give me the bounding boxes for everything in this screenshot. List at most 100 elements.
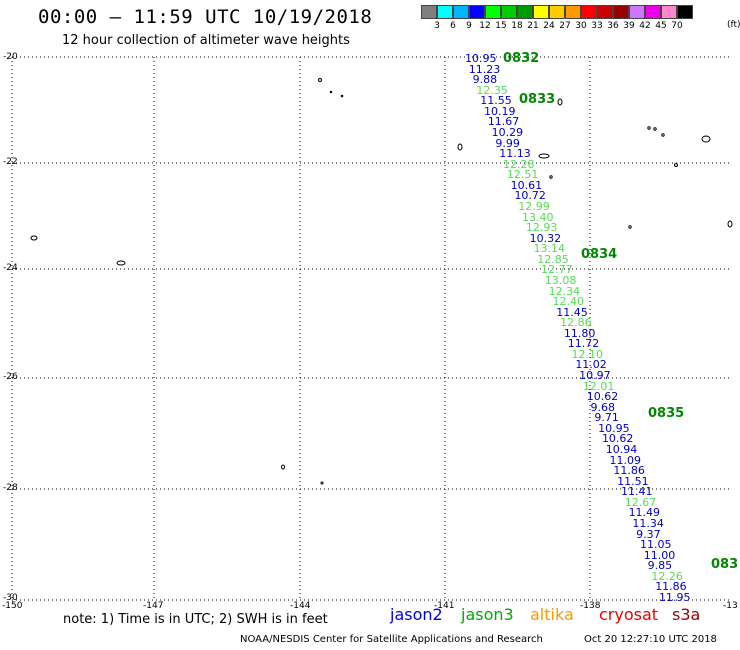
satellite-jason3: jason3 [461, 605, 514, 624]
wave-height-value: 9.85 [647, 559, 673, 573]
wave-height-value: 13.14 [533, 242, 565, 256]
footer-timestamp: Oct 20 12:27:10 UTC 2018 [584, 634, 717, 645]
wave-height-value: 11.02 [575, 358, 607, 372]
wave-height-value: 12.10 [571, 347, 604, 361]
wave-height-value: 13.40 [522, 210, 554, 224]
wave-height-value: 11.34 [632, 517, 664, 531]
wave-height-value: 11.09 [609, 453, 642, 467]
legend-tick: 36 [607, 21, 619, 31]
wave-height-value: 10.62 [601, 432, 634, 446]
satellite-name: cryosat [599, 605, 659, 624]
pass-label: 0833 [519, 92, 556, 107]
legend-tick: 18 [511, 21, 523, 31]
legend-tick: 12 [479, 21, 491, 31]
wave-height-value: 12.86 [560, 316, 592, 330]
legend-ticks: 3 6 9 12 15 18 21 24 27 30 33 36 39 42 45 70 [421, 19, 693, 33]
satellite-name: jason3 [461, 605, 514, 624]
lat-label: -22 [3, 157, 18, 167]
legend-swatch [677, 5, 693, 19]
wave-height-value: 12.40 [552, 295, 584, 309]
footer-credit: NOAA/NESDIS Center for Satellite Applica… [240, 634, 543, 645]
legend-tick: 42 [639, 21, 651, 31]
legend-tick: 45 [655, 21, 667, 31]
wave-height-value: 10.32 [529, 231, 562, 245]
wave-height-value: 12.51 [506, 168, 539, 182]
wave-height-value: 9.88 [472, 73, 498, 87]
legend-swatches [421, 5, 693, 19]
lat-label: -30 [3, 593, 18, 603]
legend-swatch [645, 5, 661, 19]
wave-height-value: 11.00 [643, 548, 676, 562]
wave-height-value: 11.86 [655, 580, 687, 594]
pass-label: 0834 [581, 247, 618, 262]
wave-height-value: 11.55 [480, 94, 512, 108]
page-title: 00:00 – 11:59 UTC 10/19/2018 [38, 6, 373, 28]
wave-height-value: 9.68 [590, 400, 616, 414]
lat-label: -28 [3, 483, 18, 493]
wave-height-value: 11.49 [628, 506, 661, 520]
wave-height-value: 11.51 [617, 474, 649, 488]
legend-tick: 39 [623, 21, 635, 31]
satellite-cryosat: cryosat [599, 605, 658, 624]
wave-height-value: 11.67 [487, 115, 520, 129]
pass-label: 083 [711, 557, 739, 572]
color-legend: 3 6 9 12 15 18 21 24 27 30 33 36 39 42 45 70 (ft) [421, 5, 740, 33]
legend-swatch [533, 5, 549, 19]
legend-tick: 3 [434, 21, 440, 31]
lon-grid [153, 57, 591, 600]
wave-height-value: 11.86 [613, 464, 645, 478]
wave-height-value: 10.95 [598, 421, 630, 435]
legend-tick: 15 [495, 21, 507, 31]
wave-height-value: 12.93 [525, 221, 558, 235]
legend-swatch [597, 5, 613, 19]
wave-height-value: 10.62 [586, 390, 619, 404]
page-subtitle: 12 hour collection of altimeter wave hei… [62, 33, 350, 48]
satellite-name: s3a [672, 605, 701, 624]
wave-height-value: 10.97 [579, 369, 611, 383]
legend-swatch [437, 5, 453, 19]
lon-label: -150 [2, 601, 23, 611]
pass-label: 0832 [503, 51, 540, 66]
legend-swatch [469, 5, 485, 19]
legend-swatch [549, 5, 565, 19]
lat-label: -26 [3, 372, 18, 382]
satellite-s3a: s3a [672, 605, 700, 624]
wave-height-value: 12.35 [476, 83, 508, 97]
satellite-name: altika [530, 605, 574, 624]
wave-height-value: 10.19 [484, 104, 516, 118]
legend-swatch [517, 5, 533, 19]
lat-label: -20 [3, 52, 18, 62]
island-outlines [30, 78, 733, 485]
satellite-altika: altika [530, 605, 574, 624]
pass-label: 0835 [648, 406, 685, 421]
wave-height-value: 10.95 [465, 52, 497, 65]
wave-height-value: 11.80 [563, 326, 596, 340]
wave-height-value: 9.99 [495, 136, 520, 150]
legend-swatch [421, 5, 437, 19]
wave-height-value: 12.28 [503, 157, 535, 171]
legend-swatch [485, 5, 501, 19]
legend-swatch [581, 5, 597, 19]
wave-height-value: 11.05 [639, 538, 672, 552]
wave-height-value: 12.26 [651, 569, 683, 583]
lon-label: -144 [290, 601, 311, 611]
lon-label: -13 [723, 601, 738, 611]
wave-height-value: 12.85 [537, 252, 569, 266]
legend-swatch [565, 5, 581, 19]
wave-height-value: 13.08 [544, 273, 577, 287]
legend-swatch [629, 5, 645, 19]
lon-label: -138 [580, 601, 601, 611]
wave-height-value: 11.13 [499, 147, 531, 161]
satellite-name: jason2 [390, 605, 443, 624]
wave-height-value: 12.34 [548, 284, 581, 298]
satellite-jason2: jason2 [390, 605, 443, 624]
note-text: note: 1) Time is in UTC; 2) SWH is in fe… [63, 612, 328, 627]
wave-height-value: 10.61 [510, 178, 543, 192]
legend-tick: 70 [671, 21, 683, 31]
legend-tick: 24 [543, 21, 555, 31]
legend-swatch [613, 5, 629, 19]
legend-tick: 30 [575, 21, 587, 31]
wave-height-value: 12.99 [518, 199, 550, 213]
legend-swatch [501, 5, 517, 19]
